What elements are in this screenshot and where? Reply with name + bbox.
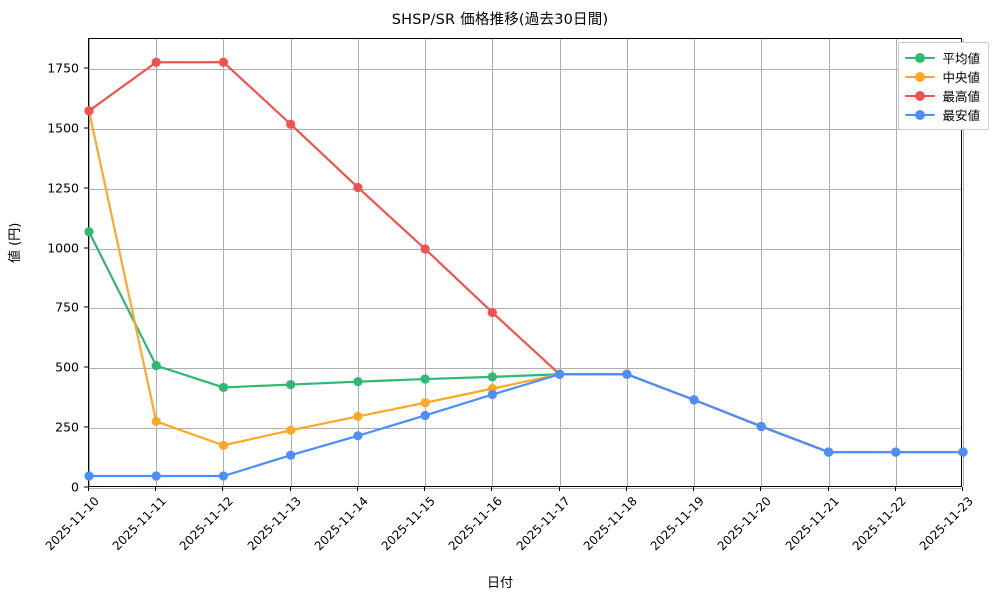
y-tick-mark [84,247,88,249]
gridline-horizontal [89,368,961,370]
gridline-vertical [828,39,830,486]
gridline-vertical [357,39,359,486]
gridline-vertical [626,39,628,486]
legend-item-最安値[interactable]: 最安値 [905,105,980,124]
gridline-horizontal [89,68,961,70]
x-tick-label: 2025-11-10 [42,494,102,554]
x-tick-label: 2025-11-20 [714,494,775,554]
plot-area [84,38,968,489]
legend-swatch-icon [905,89,936,103]
y-tick-label: 250 [55,419,79,435]
x-tick-mark [894,487,896,491]
legend-label: 中央値 [942,70,980,85]
x-tick-mark [289,487,291,491]
gridline-vertical [290,39,292,486]
x-tick-mark [693,487,695,491]
x-tick-mark [88,487,89,491]
y-tick-label: 1250 [47,180,79,196]
series-line [87,109,965,454]
y-tick-mark [84,306,88,308]
series-最高値 [84,57,968,457]
x-tick-label: 2025-11-19 [647,494,707,554]
series-line [87,61,965,454]
x-tick-mark [424,487,426,491]
gridline-horizontal [89,428,961,430]
legend-label: 最高値 [942,89,980,104]
x-tick-mark [356,487,358,491]
series-line [87,373,965,478]
gridline-vertical [223,39,225,486]
x-tick-label: 2025-11-18 [580,494,640,554]
legend-label: 最安値 [942,108,980,123]
series-平均値 [84,227,968,457]
x-tick-mark [962,487,963,491]
legend-swatch-icon [905,70,936,84]
legend-swatch-icon [905,51,936,65]
x-tick-mark [625,487,627,491]
legend-item-最高値[interactable]: 最高値 [905,86,980,105]
x-tick-label: 2025-11-17 [513,494,573,554]
y-tick-mark [84,127,88,129]
chart-title: SHSP/SR 価格推移(過去30日間) [391,12,609,28]
legend-label: 平均値 [942,51,980,66]
series-最安値 [84,369,968,481]
y-tick-label: 1000 [47,240,79,256]
x-tick-mark [155,487,157,491]
y-tick-mark [84,187,88,189]
x-tick-mark [827,487,829,491]
gridline-horizontal [89,188,961,190]
series-layer [84,57,968,481]
y-tick-label: 1500 [47,120,79,136]
gridline-horizontal [89,488,961,489]
x-tick-mark [491,487,493,491]
x-tick-label: 2025-11-14 [311,494,371,554]
x-axis-label: 日付 [486,576,513,591]
legend-swatch-icon [905,108,936,122]
y-tick-mark [84,67,88,69]
x-tick-label: 2025-11-11 [109,494,170,554]
series-中央値 [84,106,968,457]
gridline-vertical [89,39,90,486]
y-tick-label: 750 [55,299,79,315]
gridline-vertical [895,39,897,486]
x-tick-label: 2025-11-21 [782,494,842,554]
gridline-vertical [694,39,696,486]
gridline-vertical [156,39,158,486]
x-tick-label: 2025-11-16 [446,494,506,554]
gridline-horizontal [89,248,961,250]
x-tick-label: 2025-11-13 [244,494,304,554]
series-line [87,230,965,454]
x-tick-label: 2025-11-22 [849,494,909,554]
x-tick-mark [558,487,560,491]
x-tick-label: 2025-11-15 [378,494,439,554]
gridline-vertical [761,39,763,486]
y-tick-mark [84,426,88,428]
chart-legend: 平均値中央値最高値最安値 [898,42,989,130]
gridline-vertical [492,39,494,486]
x-tick-label: 2025-11-23 [916,494,976,554]
y-tick-label: 1750 [47,60,79,76]
y-tick-label: 500 [55,359,79,375]
legend-item-平均値[interactable]: 平均値 [905,48,980,67]
gridline-vertical [425,39,427,486]
legend-item-中央値[interactable]: 中央値 [905,67,980,86]
y-tick-mark [84,486,88,488]
gridline-horizontal [89,128,961,130]
gridline-horizontal [89,308,961,310]
x-tick-label: 2025-11-12 [177,494,237,554]
x-tick-mark [222,487,224,491]
x-tick-mark [760,487,762,491]
y-tick-label: 0 [71,479,79,495]
y-tick-mark [84,366,88,368]
gridline-vertical [559,39,561,486]
